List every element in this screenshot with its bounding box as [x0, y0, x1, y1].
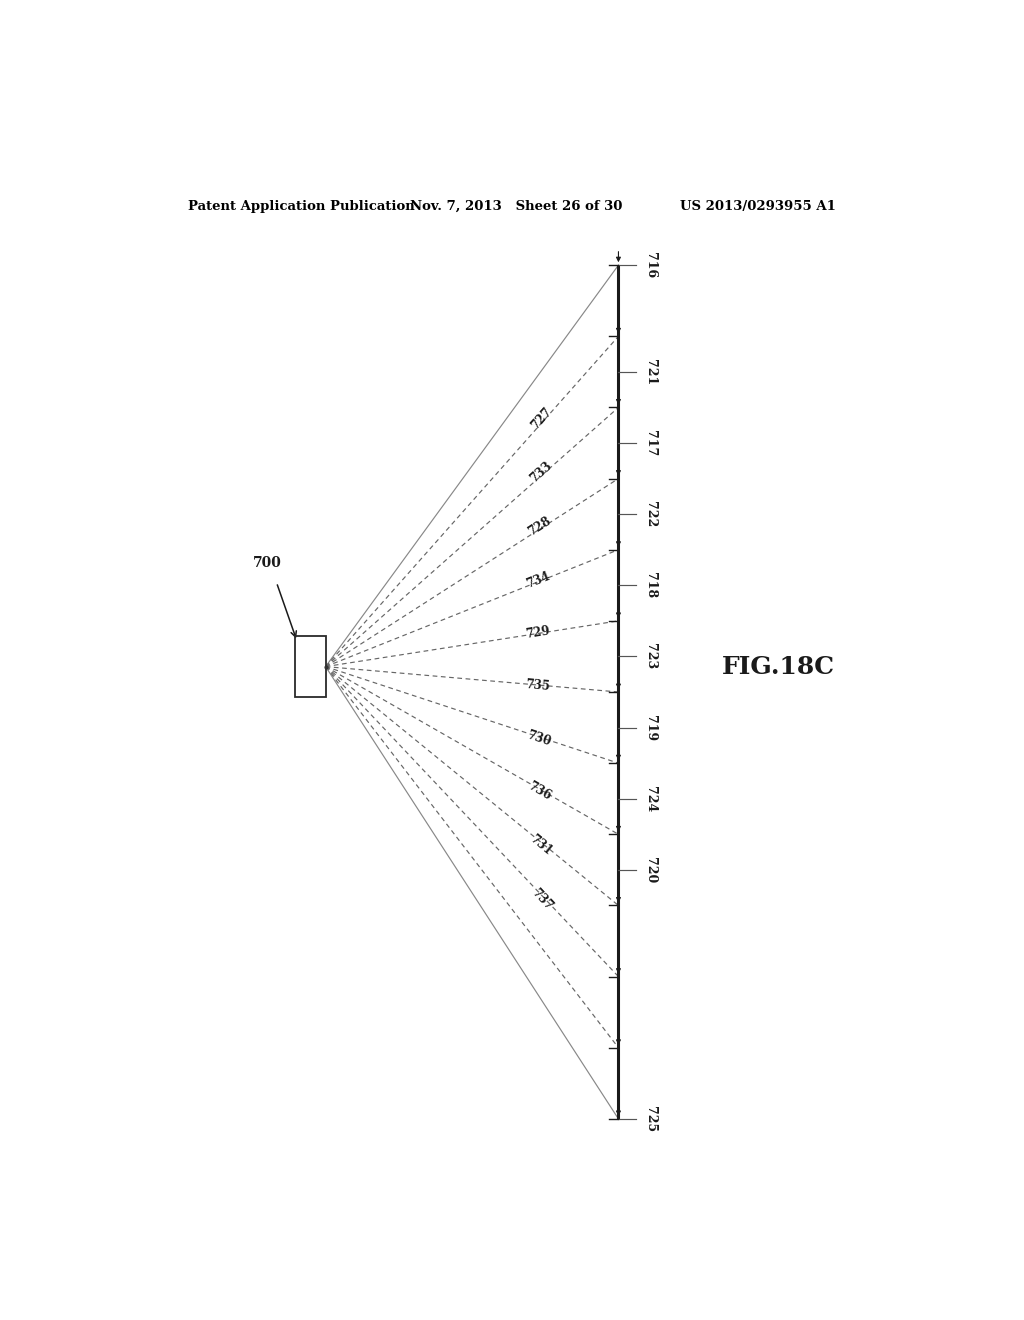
Text: 718: 718: [644, 573, 656, 598]
Text: 735: 735: [525, 677, 551, 693]
Text: US 2013/0293955 A1: US 2013/0293955 A1: [680, 201, 836, 213]
Text: 736: 736: [525, 780, 553, 803]
Bar: [296, 636, 326, 697]
Text: 719: 719: [644, 714, 656, 741]
Text: FIG.18C: FIG.18C: [722, 655, 836, 678]
Text: 733: 733: [527, 459, 554, 486]
Text: Nov. 7, 2013   Sheet 26 of 30: Nov. 7, 2013 Sheet 26 of 30: [410, 201, 623, 213]
Text: 723: 723: [644, 643, 656, 669]
Text: 700: 700: [253, 556, 282, 570]
Text: 720: 720: [644, 857, 656, 883]
Text: 727: 727: [529, 405, 555, 432]
Text: 725: 725: [644, 1106, 656, 1133]
Text: 730: 730: [524, 729, 552, 748]
Text: 717: 717: [644, 430, 656, 457]
Text: 737: 737: [528, 886, 555, 913]
Text: 722: 722: [644, 502, 656, 527]
Text: 721: 721: [644, 359, 656, 385]
Text: 731: 731: [527, 833, 554, 858]
Text: 729: 729: [525, 624, 551, 642]
Text: 728: 728: [526, 515, 554, 539]
Text: 734: 734: [525, 569, 553, 590]
Text: Patent Application Publication: Patent Application Publication: [187, 201, 415, 213]
Text: 724: 724: [644, 785, 656, 812]
Text: 716: 716: [644, 252, 656, 279]
